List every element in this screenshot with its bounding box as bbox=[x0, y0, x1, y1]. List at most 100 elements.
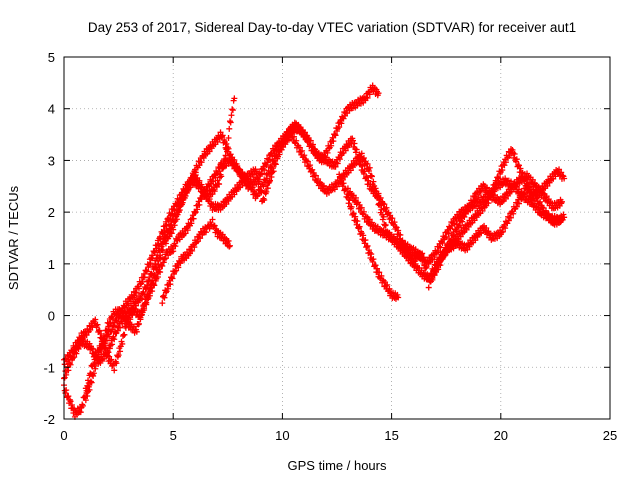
data-point bbox=[152, 260, 159, 267]
data-point bbox=[84, 393, 91, 400]
data-point bbox=[141, 291, 148, 298]
data-point bbox=[111, 336, 118, 343]
data-point bbox=[231, 157, 238, 164]
data-point bbox=[106, 345, 113, 352]
data-point bbox=[436, 258, 443, 265]
data-point bbox=[360, 232, 367, 239]
data-point bbox=[516, 200, 522, 207]
data-point bbox=[109, 341, 116, 348]
data-point bbox=[542, 207, 549, 214]
data-point bbox=[225, 135, 232, 142]
x-tick-label: 20 bbox=[494, 428, 508, 443]
data-point bbox=[324, 149, 331, 156]
data-point bbox=[206, 196, 213, 203]
data-point bbox=[297, 124, 304, 131]
data-point bbox=[98, 347, 105, 354]
data-point bbox=[453, 218, 460, 225]
data-point bbox=[111, 323, 118, 330]
data-point bbox=[69, 401, 76, 408]
data-point bbox=[266, 178, 273, 185]
data-point bbox=[366, 167, 373, 174]
data-point bbox=[280, 140, 287, 147]
data-point bbox=[376, 202, 383, 209]
data-point bbox=[79, 402, 86, 409]
data-point bbox=[210, 178, 217, 185]
data-point bbox=[434, 262, 441, 269]
data-point bbox=[431, 254, 438, 261]
data-point bbox=[225, 237, 232, 244]
data-point bbox=[139, 278, 146, 285]
data-point bbox=[545, 196, 552, 203]
data-point bbox=[368, 251, 375, 258]
data-point bbox=[174, 211, 181, 218]
data-point bbox=[91, 363, 98, 370]
data-point bbox=[154, 274, 161, 281]
data-point bbox=[423, 263, 430, 270]
data-point bbox=[439, 240, 446, 247]
data-point bbox=[227, 151, 234, 158]
data-point bbox=[135, 320, 142, 327]
data-point bbox=[269, 165, 276, 172]
data-point bbox=[202, 229, 209, 236]
data-point bbox=[529, 186, 536, 193]
data-point bbox=[147, 260, 154, 267]
data-point bbox=[114, 327, 121, 334]
data-point bbox=[330, 138, 337, 145]
data-point bbox=[370, 178, 377, 185]
data-point bbox=[352, 194, 359, 201]
data-point bbox=[170, 248, 177, 255]
data-point bbox=[336, 124, 343, 131]
data-point bbox=[374, 194, 381, 201]
data-point bbox=[117, 348, 124, 355]
data-point bbox=[339, 183, 346, 190]
data-point bbox=[277, 143, 284, 150]
data-point bbox=[62, 390, 69, 397]
data-point bbox=[226, 242, 233, 249]
data-point bbox=[268, 174, 275, 181]
data-point bbox=[254, 175, 261, 182]
data-point bbox=[445, 230, 452, 237]
data-point bbox=[198, 181, 205, 188]
data-point bbox=[499, 167, 506, 174]
data-point bbox=[177, 196, 184, 203]
data-point bbox=[429, 276, 436, 283]
data-point bbox=[227, 119, 234, 126]
y-tick-label: -1 bbox=[43, 360, 55, 375]
data-point bbox=[218, 173, 225, 180]
data-point bbox=[105, 349, 112, 356]
data-point bbox=[209, 216, 216, 223]
data-point bbox=[94, 357, 101, 364]
data-point bbox=[149, 255, 156, 262]
data-point bbox=[170, 226, 177, 233]
data-point bbox=[156, 266, 163, 273]
data-point bbox=[179, 192, 186, 199]
data-point bbox=[256, 178, 263, 185]
data-point bbox=[155, 241, 162, 248]
data-point bbox=[119, 340, 126, 347]
y-tick-label: 5 bbox=[48, 50, 55, 65]
data-point bbox=[160, 259, 167, 266]
data-point bbox=[360, 170, 367, 177]
data-point bbox=[86, 386, 93, 393]
data-point bbox=[374, 193, 381, 200]
data-point bbox=[516, 186, 522, 193]
data-point bbox=[115, 352, 122, 359]
data-point bbox=[378, 272, 385, 279]
data-point bbox=[376, 269, 383, 276]
data-point bbox=[172, 243, 179, 250]
data-point bbox=[278, 146, 285, 153]
data-point bbox=[428, 272, 435, 279]
data-point bbox=[117, 312, 124, 319]
data-point bbox=[206, 225, 213, 232]
data-point bbox=[133, 302, 140, 309]
data-point bbox=[513, 203, 520, 210]
data-point bbox=[226, 125, 233, 132]
data-point bbox=[362, 237, 369, 244]
data-point bbox=[451, 232, 458, 239]
data-point bbox=[560, 211, 567, 218]
data-point bbox=[311, 145, 318, 152]
data-point bbox=[189, 247, 196, 254]
data-point bbox=[304, 158, 311, 165]
data-point bbox=[141, 307, 148, 314]
